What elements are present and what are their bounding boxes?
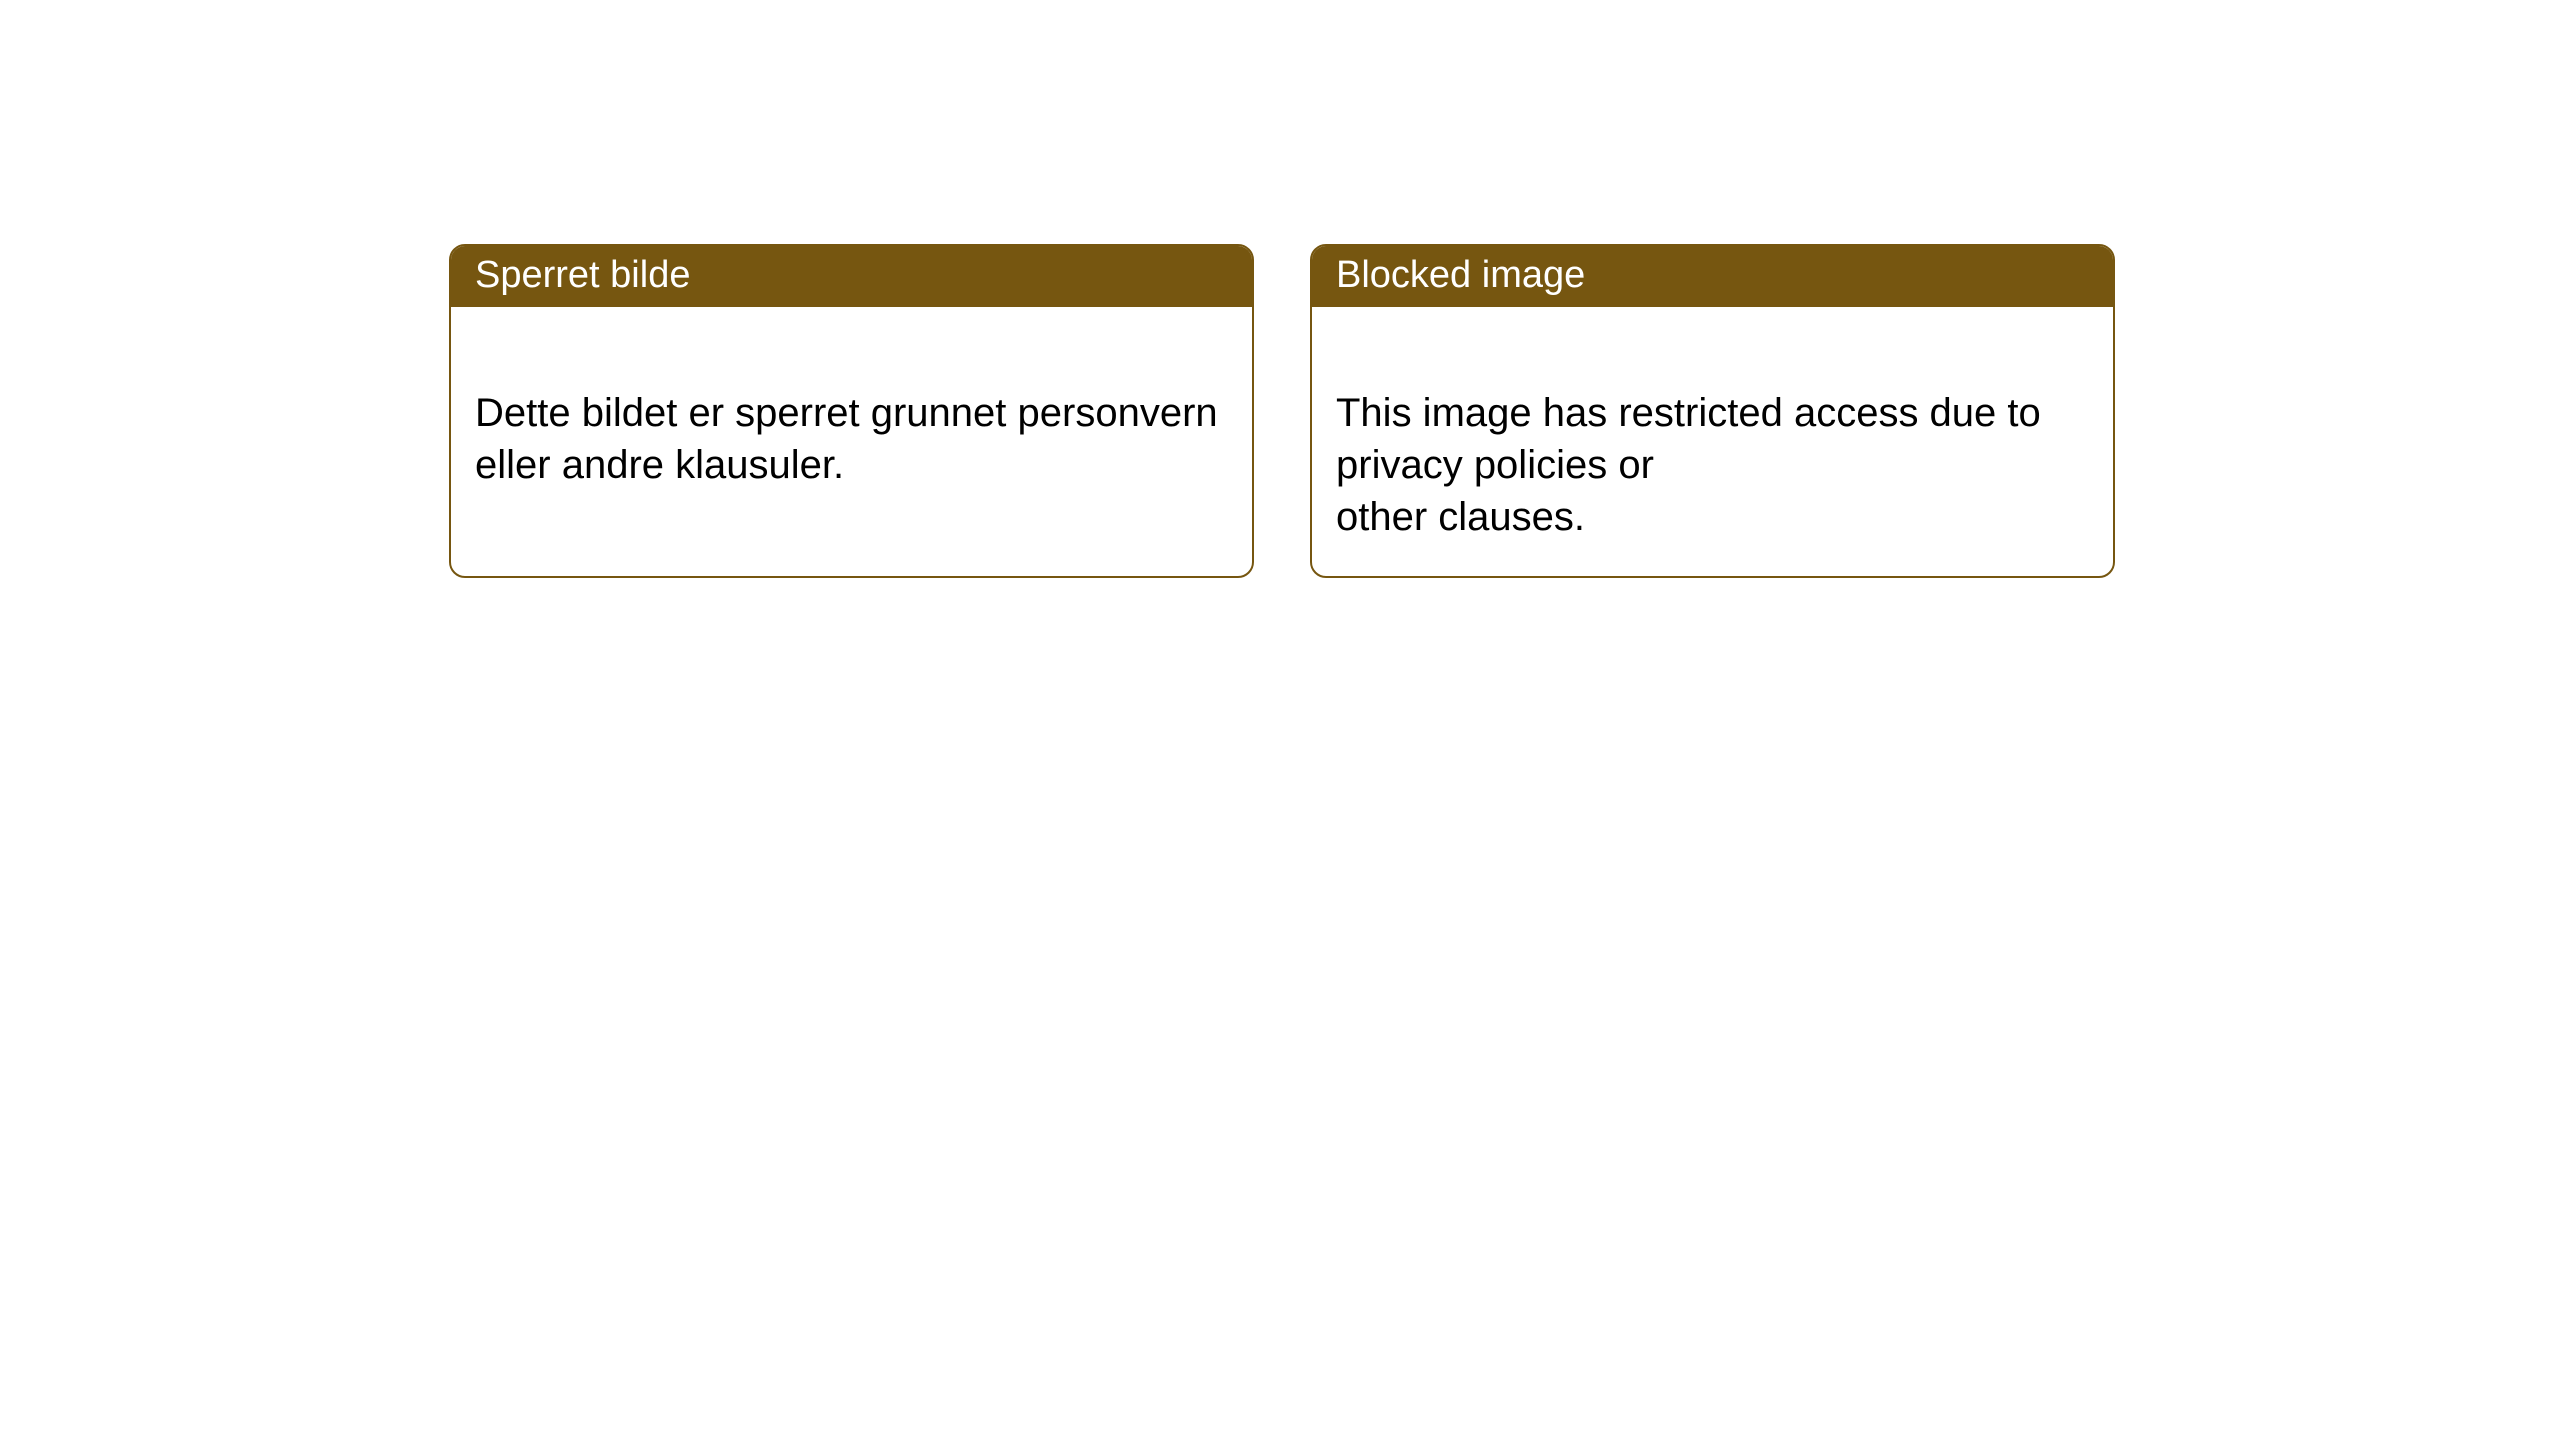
notice-text: Dette bildet er sperret grunnet personve… — [475, 391, 1218, 487]
notice-text: This image has restricted access due to … — [1336, 391, 2041, 539]
notice-body: Dette bildet er sperret grunnet personve… — [451, 307, 1252, 519]
notice-card-english: Blocked image This image has restricted … — [1310, 244, 2115, 578]
notice-title: Sperret bilde — [475, 254, 690, 296]
notice-container: Sperret bilde Dette bildet er sperret gr… — [449, 244, 2115, 578]
notice-header: Blocked image — [1312, 246, 2113, 307]
notice-header: Sperret bilde — [451, 246, 1252, 307]
notice-title: Blocked image — [1336, 254, 1585, 296]
notice-card-norwegian: Sperret bilde Dette bildet er sperret gr… — [449, 244, 1254, 578]
notice-body: This image has restricted access due to … — [1312, 307, 2113, 571]
